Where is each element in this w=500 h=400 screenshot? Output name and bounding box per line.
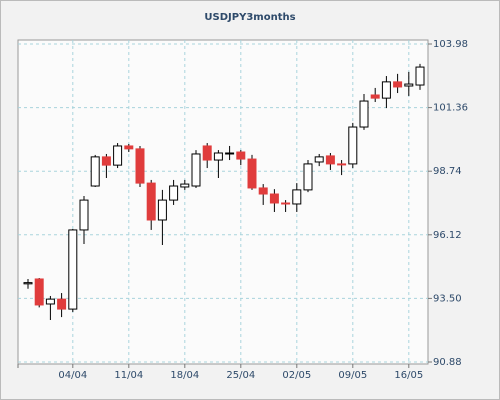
candle-body [359, 100, 369, 128]
y-tick-label: 96.12 [433, 230, 462, 241]
candle-body [113, 145, 123, 166]
candle-body [281, 202, 291, 205]
candle-body [45, 298, 55, 305]
candle-body [79, 199, 89, 231]
candle-body [258, 187, 268, 195]
candle-body [415, 66, 425, 86]
candle-body [370, 94, 380, 99]
candle-body [124, 145, 134, 150]
candle-body [404, 83, 414, 87]
x-tick-label: 04/04 [58, 370, 87, 381]
candle-body [213, 152, 223, 161]
candle-body [57, 298, 67, 310]
x-tick-label: 11/04 [114, 370, 143, 381]
candle-body [337, 163, 347, 166]
candle-body [381, 81, 391, 99]
chart-title: USDJPY3months [204, 12, 295, 23]
y-tick-label: 90.88 [433, 357, 462, 368]
candle-body [191, 153, 201, 187]
candle-body [269, 193, 279, 204]
x-tick-label: 25/04 [226, 370, 255, 381]
x-tick-label: 09/05 [338, 370, 367, 381]
candle-body [314, 156, 324, 163]
x-tick-label: 18/04 [170, 370, 199, 381]
candle-body [236, 151, 246, 160]
candle-body [101, 156, 111, 166]
candle-body [157, 199, 167, 221]
candle-body [180, 183, 190, 188]
candle-body [90, 156, 100, 187]
y-tick-label: 98.74 [433, 166, 462, 177]
candle-body [292, 189, 302, 205]
candle-body [202, 145, 212, 161]
y-tick-label: 103.98 [433, 39, 468, 50]
candle-body [393, 81, 403, 88]
candle-body [247, 158, 257, 189]
candle-body [34, 278, 44, 306]
y-tick-label: 93.50 [433, 293, 462, 304]
candle-body [23, 282, 33, 285]
candle-body [225, 152, 235, 155]
x-tick-label: 02/05 [282, 370, 311, 381]
candle-body [135, 148, 145, 184]
y-tick-label: 101.36 [433, 103, 468, 114]
candle-body [325, 155, 335, 165]
candle-body [348, 126, 358, 165]
candle-body [169, 185, 179, 201]
candle-body [303, 163, 313, 191]
x-tick-label: 16/05 [394, 370, 423, 381]
candle-body [146, 182, 156, 221]
candle-body [68, 229, 78, 310]
